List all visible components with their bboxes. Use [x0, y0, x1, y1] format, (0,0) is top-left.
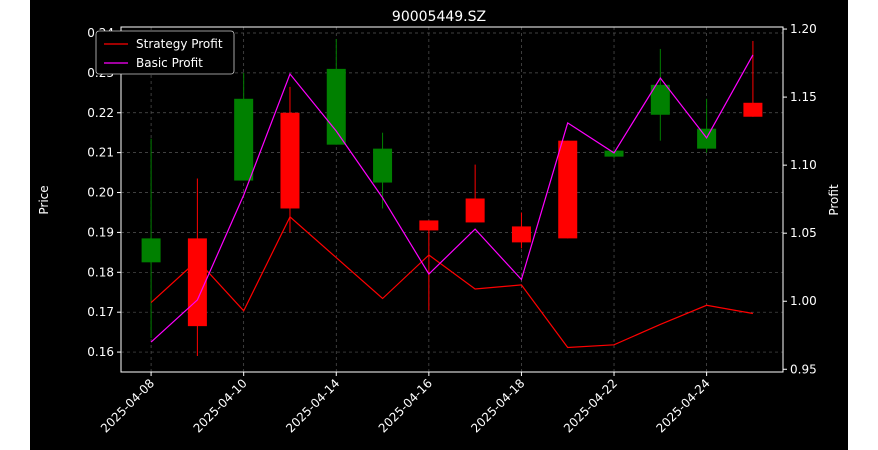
grid-layer [121, 27, 783, 372]
candle-body [187, 238, 207, 327]
candle-body [419, 220, 439, 231]
y-tick-label-left: 0.21 [87, 146, 114, 160]
y-tick-label-right: 0.95 [790, 362, 817, 376]
chart-figure: 90005449.SZ 0.16 0.17 0.18 0.19 0.20 0.21 0.22… [30, 0, 848, 450]
legend-strategy-label: Strategy Profit [136, 37, 223, 51]
legend-box [95, 30, 235, 75]
x-tick-label: 2025-04-14 [283, 376, 342, 435]
x-axis: 2025-04-08 2025-04-10 2025-04-14 2025-04-16… [98, 372, 713, 435]
y-tick-label-right: 1.20 [790, 22, 817, 36]
chart-title: 90005449.SZ [392, 9, 486, 25]
y-tick-label-left: 0.18 [87, 265, 114, 279]
y-tick-label-left: 0.20 [87, 186, 114, 200]
candle-body [280, 112, 300, 209]
candle-body [373, 148, 393, 183]
y-tick-label-right: 1.00 [790, 294, 817, 308]
candle-body [511, 226, 531, 243]
y-tick-label-right: 1.10 [790, 158, 817, 172]
x-tick-label: 2025-04-24 [654, 376, 713, 435]
candle-body [234, 98, 254, 181]
y-tick-label-right: 1.05 [790, 226, 817, 240]
candle-body [743, 102, 763, 117]
basic-profit-line [150, 54, 754, 343]
plot-frame [120, 26, 784, 373]
profit-lines [150, 54, 754, 349]
candle-body [650, 84, 670, 115]
right-axis: 0.95 1.00 1.05 1.10 1.15 1.20 [783, 22, 817, 376]
x-tick-label: 2025-04-10 [191, 376, 250, 435]
x-tick-label: 2025-04-16 [376, 376, 435, 435]
x-tick-label: 2025-04-18 [468, 376, 527, 435]
y-tick-label-left: 0.19 [87, 225, 114, 239]
y-tick-label-left: 0.17 [87, 305, 114, 319]
y-axis-label-left: Price [37, 185, 51, 214]
x-tick-label: 2025-04-22 [561, 376, 620, 435]
strategy-profit-line [150, 215, 754, 349]
left-axis: 0.160.170.180.190.200.210.220.230.24 [87, 26, 121, 359]
y-tick-label-left: 0.22 [87, 106, 114, 120]
candle-body [141, 238, 161, 263]
candle-layer [141, 38, 763, 357]
chart-svg: 90005449.SZ 0.16 0.17 0.18 0.19 0.20 0.21 0.22… [37, 9, 841, 435]
candle-body [558, 140, 578, 239]
y-axis-label-right: Profit [827, 184, 841, 216]
x-tick-label: 2025-04-08 [98, 376, 157, 435]
candle-body [465, 198, 485, 223]
y-tick-label-left: 0.16 [87, 345, 114, 359]
y-tick-label-right: 1.15 [790, 90, 817, 104]
candle-body [326, 68, 346, 145]
legend-basic-label: Basic Profit [136, 56, 203, 70]
legend: Strategy Profit Basic Profit [95, 30, 235, 75]
